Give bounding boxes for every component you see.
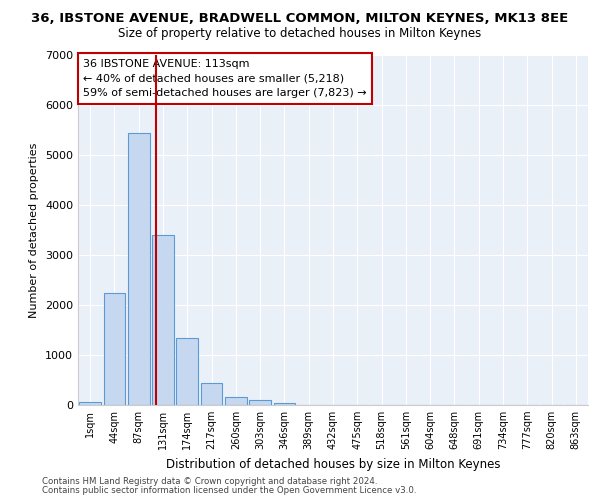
Text: 36 IBSTONE AVENUE: 113sqm
← 40% of detached houses are smaller (5,218)
59% of se: 36 IBSTONE AVENUE: 113sqm ← 40% of detac… <box>83 58 367 98</box>
Bar <box>79 402 101 405</box>
Bar <box>249 400 271 405</box>
Text: Contains HM Land Registry data © Crown copyright and database right 2024.: Contains HM Land Registry data © Crown c… <box>42 477 377 486</box>
Bar <box>274 402 295 405</box>
Y-axis label: Number of detached properties: Number of detached properties <box>29 142 40 318</box>
Bar <box>225 396 247 405</box>
X-axis label: Distribution of detached houses by size in Milton Keynes: Distribution of detached houses by size … <box>166 458 500 470</box>
Bar <box>152 235 174 405</box>
Text: Contains public sector information licensed under the Open Government Licence v3: Contains public sector information licen… <box>42 486 416 495</box>
Bar <box>200 382 223 405</box>
Bar <box>128 132 149 405</box>
Bar <box>104 292 125 405</box>
Text: 36, IBSTONE AVENUE, BRADWELL COMMON, MILTON KEYNES, MK13 8EE: 36, IBSTONE AVENUE, BRADWELL COMMON, MIL… <box>31 12 569 26</box>
Bar <box>176 338 198 405</box>
Text: Size of property relative to detached houses in Milton Keynes: Size of property relative to detached ho… <box>118 28 482 40</box>
